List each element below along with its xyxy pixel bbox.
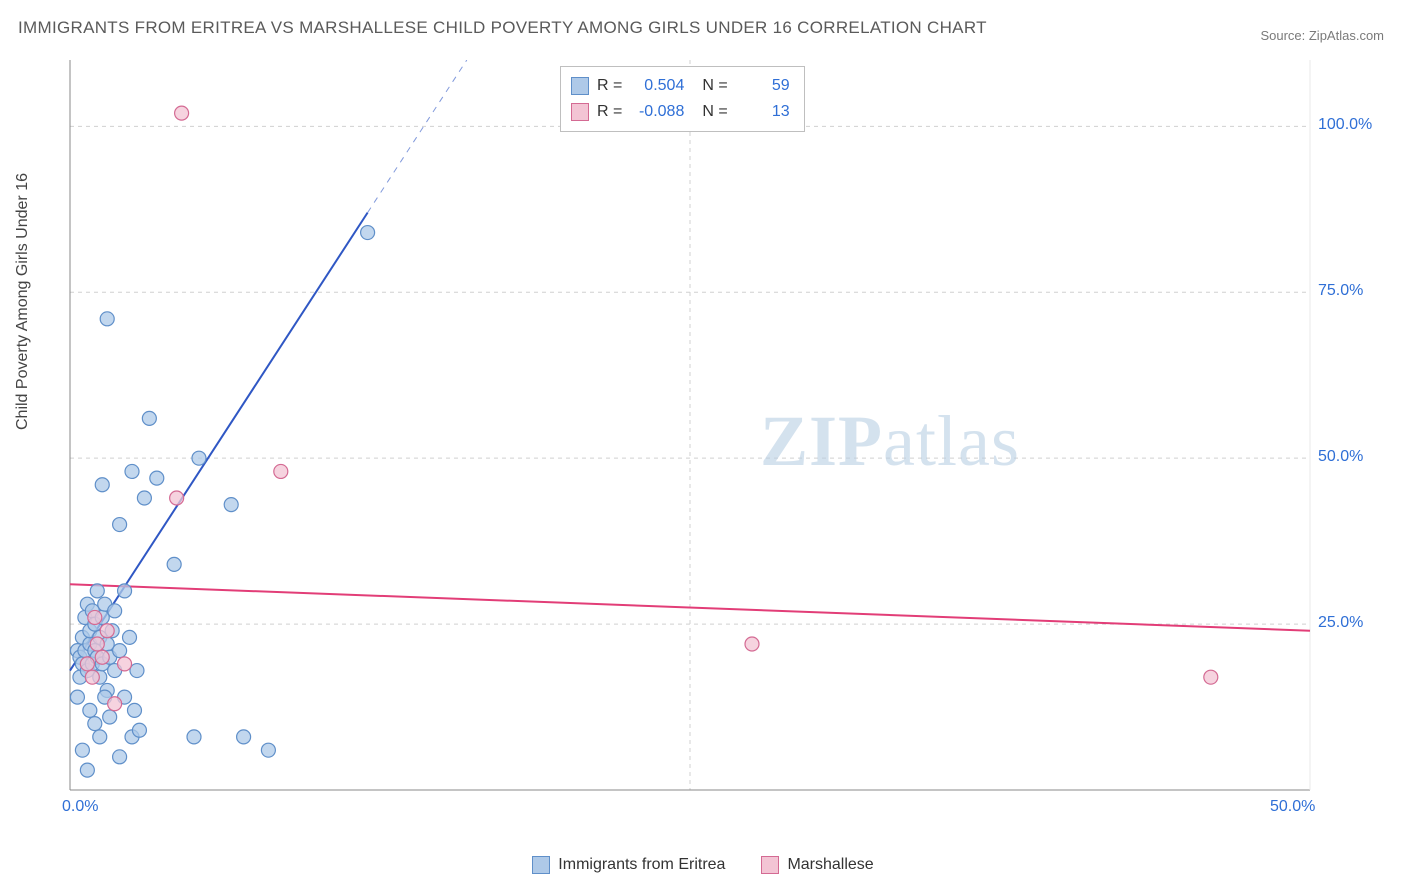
correlation-legend: R = 0.504 N = 59 R = -0.088 N = 13 [560, 66, 805, 132]
source-attribution: Source: ZipAtlas.com [1260, 28, 1384, 43]
scatter-plot [60, 60, 1380, 830]
plot-svg [60, 60, 1380, 830]
n-value: 59 [736, 77, 790, 95]
legend-stats-row: R = 0.504 N = 59 [571, 73, 790, 99]
n-value: 13 [736, 103, 790, 121]
legend-item-marshallese: Marshallese [761, 856, 873, 874]
legend-item-eritrea: Immigrants from Eritrea [532, 856, 725, 874]
y-axis-label: Child Poverty Among Girls Under 16 [14, 173, 32, 430]
r-value: -0.088 [630, 103, 684, 121]
legend-stats-row: R = -0.088 N = 13 [571, 99, 790, 125]
n-label: N = [702, 103, 727, 121]
r-value: 0.504 [630, 77, 684, 95]
chart-title: IMMIGRANTS FROM ERITREA VS MARSHALLESE C… [18, 18, 987, 38]
legend-swatch [761, 856, 779, 874]
y-tick-label: 50.0% [1318, 448, 1363, 466]
legend-swatch [571, 103, 589, 121]
legend-swatch [571, 77, 589, 95]
series-legend: Immigrants from Eritrea Marshallese [0, 856, 1406, 874]
y-tick-label: 25.0% [1318, 614, 1363, 632]
x-tick-label: 50.0% [1270, 798, 1315, 816]
r-label: R = [597, 103, 622, 121]
n-label: N = [702, 77, 727, 95]
y-tick-label: 75.0% [1318, 282, 1363, 300]
x-tick-label: 0.0% [62, 798, 98, 816]
legend-label: Immigrants from Eritrea [558, 856, 725, 874]
y-tick-label: 100.0% [1318, 116, 1372, 134]
legend-label: Marshallese [787, 856, 873, 874]
legend-swatch [532, 856, 550, 874]
r-label: R = [597, 77, 622, 95]
